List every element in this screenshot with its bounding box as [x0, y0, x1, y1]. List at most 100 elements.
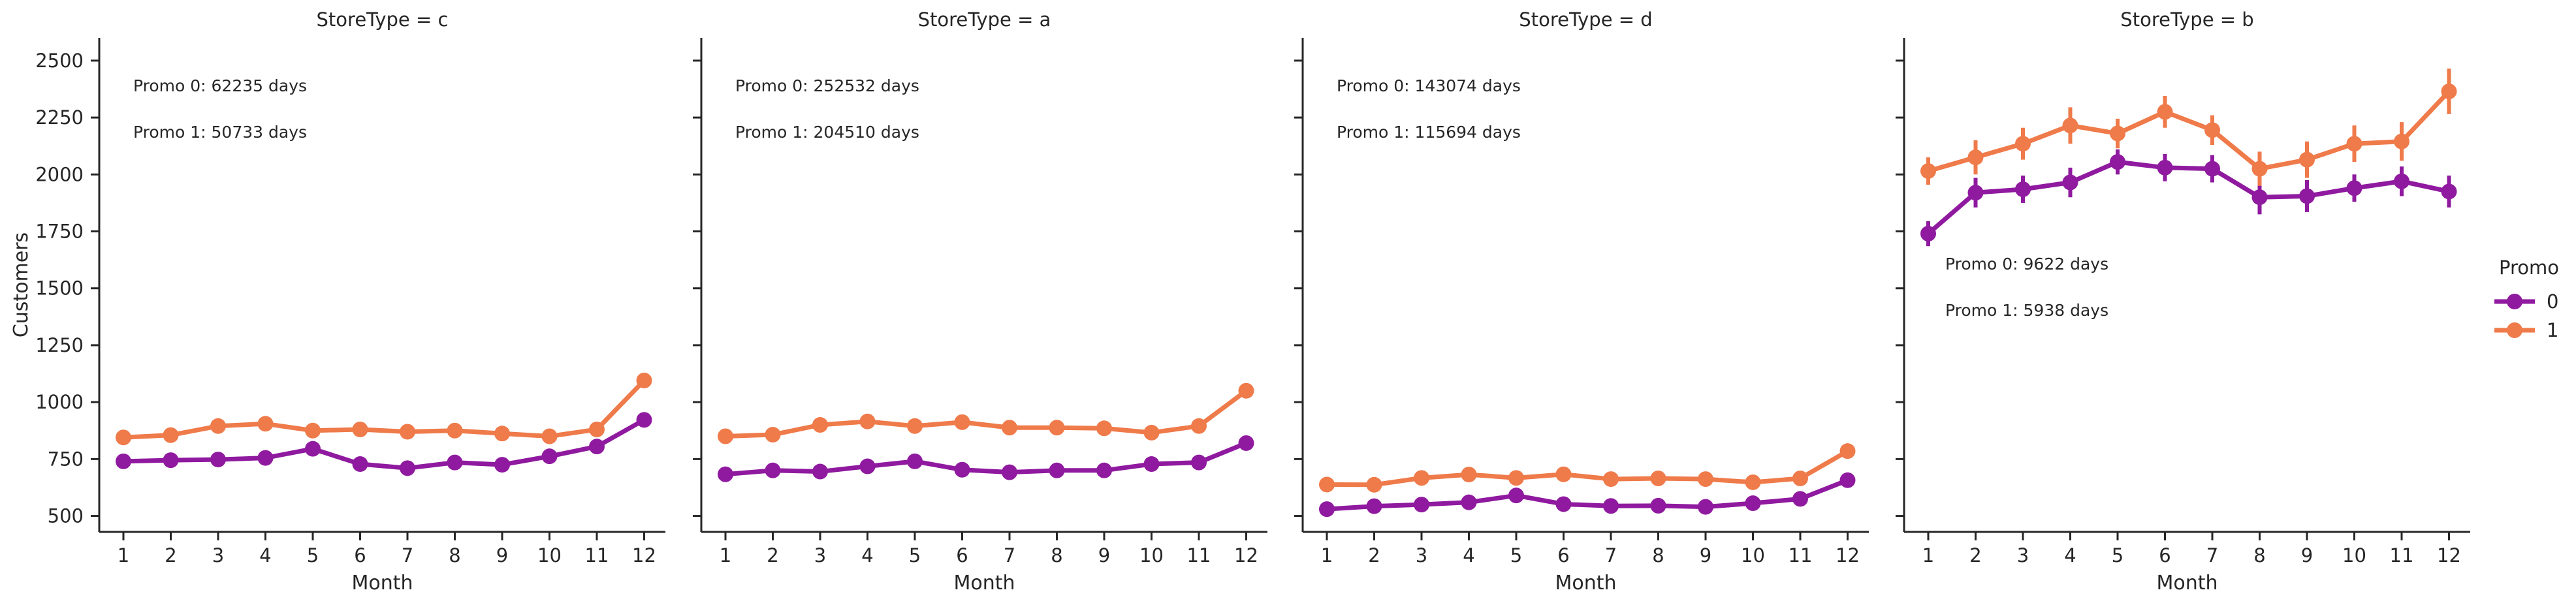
data-point [210, 418, 226, 434]
panels: StoreType = c 500 750 1000 1250 1500 1750 2000 2… [10, 8, 2470, 595]
data-point [210, 452, 226, 468]
x-tick-label: 7 [402, 544, 413, 566]
promo-days-annotation: Promo 0: 62235 days [133, 76, 307, 95]
y-axis-label: Customers [10, 232, 33, 337]
data-point [1143, 456, 1160, 473]
series-line [725, 388, 1248, 439]
series-promo-1 [718, 382, 1254, 444]
series-promo-1 [116, 373, 652, 446]
x-tick-label: 5 [1510, 544, 1522, 566]
data-point [352, 456, 368, 473]
data-point [116, 453, 131, 469]
data-point [1967, 149, 1984, 166]
data-point [116, 429, 131, 446]
data-point [1238, 382, 1254, 399]
data-point [1191, 454, 1207, 471]
y-tick-label: 2500 [35, 50, 84, 72]
series-line [1926, 159, 2450, 236]
data-point [2015, 181, 2031, 197]
y-tick-label: 2000 [35, 163, 84, 185]
data-point [1650, 471, 1666, 487]
x-tick-label: 9 [1098, 544, 1110, 566]
data-point [163, 427, 179, 443]
data-point [1096, 420, 1112, 437]
x-tick-label: 10 [1741, 544, 1765, 566]
x-tick-label: 12 [1234, 544, 1258, 566]
data-point [1143, 424, 1160, 441]
x-tick-label: 9 [496, 544, 508, 566]
series-line [1326, 478, 1849, 512]
x-tick-label: 11 [2390, 544, 2414, 566]
data-point [1414, 497, 1429, 513]
data-point [1698, 499, 1713, 515]
y-tick-label: 1000 [35, 391, 84, 413]
data-point [1049, 420, 1065, 436]
x-tick-label: 3 [814, 544, 826, 566]
data-point [1839, 443, 1856, 459]
data-point [1461, 467, 1477, 483]
x-tick-label: 10 [537, 544, 562, 566]
x-tick-label: 3 [1416, 544, 1427, 566]
data-point [305, 441, 321, 457]
data-point [1792, 491, 1808, 507]
data-point [1967, 185, 1984, 201]
series-promo-0 [718, 435, 1254, 482]
data-point [1839, 472, 1856, 488]
x-axis-label: Month [351, 572, 413, 595]
x-tick-label: 4 [861, 544, 873, 566]
series-line [1928, 89, 2451, 174]
promo-days-annotation: Promo 0: 143074 days [1337, 76, 1521, 95]
x-tick-label: 6 [2159, 544, 2171, 566]
promo-days-annotation: Promo 1: 5938 days [1945, 301, 2108, 320]
data-point [1461, 494, 1477, 510]
data-point [2441, 83, 2457, 99]
facet-panel: StoreType = c 500 750 1000 1250 1500 1750 2000 2… [10, 8, 665, 595]
series-line [123, 418, 646, 471]
data-point [2251, 189, 2268, 206]
data-point [2394, 133, 2409, 149]
data-point [1002, 464, 1017, 480]
x-tick-label: 8 [1652, 544, 1664, 566]
data-point [812, 417, 828, 433]
data-point [1366, 476, 1382, 493]
data-point [589, 439, 605, 455]
data-point [1508, 470, 1524, 486]
series-promo-0 [1319, 472, 1856, 518]
x-tick-label: 9 [1700, 544, 1711, 566]
x-tick-label: 4 [2064, 544, 2076, 566]
x-tick-label: 12 [1836, 544, 1860, 566]
x-tick-label: 7 [1605, 544, 1617, 566]
data-point [2062, 174, 2078, 191]
data-point [859, 413, 876, 429]
data-point [1920, 226, 1936, 242]
x-tick-label: 12 [2437, 544, 2461, 566]
x-axis-label: Month [2156, 572, 2218, 595]
x-tick-label: 7 [2206, 544, 2218, 566]
data-point [494, 426, 510, 442]
data-point [2299, 151, 2315, 168]
data-point [305, 422, 321, 439]
x-tick-label: 5 [2112, 544, 2123, 566]
x-tick-label: 6 [1557, 544, 1569, 566]
x-tick-label: 1 [1321, 544, 1333, 566]
data-point [2157, 104, 2173, 120]
data-point [2157, 159, 2173, 176]
data-point [1603, 471, 1619, 488]
data-point [765, 462, 781, 478]
data-point [954, 461, 970, 478]
panel-title: StoreType = d [1519, 8, 1652, 31]
legend-label: 1 [2547, 319, 2558, 341]
x-tick-label: 11 [585, 544, 609, 566]
legend-marker [2507, 322, 2522, 338]
promo-days-annotation: Promo 0: 252532 days [735, 76, 919, 95]
data-point [1366, 498, 1382, 514]
x-tick-label: 10 [1139, 544, 1164, 566]
data-point [541, 428, 558, 444]
x-tick-label: 2 [1969, 544, 1981, 566]
promo-days-annotation: Promo 1: 115694 days [1337, 123, 1521, 142]
data-point [1049, 462, 1065, 478]
x-tick-label: 1 [118, 544, 129, 566]
data-point [2346, 180, 2362, 196]
